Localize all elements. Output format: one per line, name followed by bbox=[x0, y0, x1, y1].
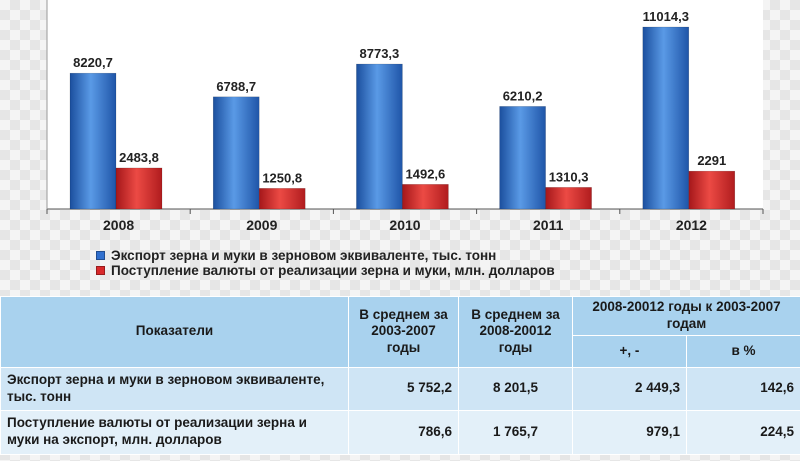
bar-value-label: 2291 bbox=[697, 153, 726, 168]
bar-export bbox=[356, 63, 403, 210]
legend-label-currency: Поступление валюты от реализации зерна и… bbox=[111, 263, 555, 278]
row-label: Поступление валюты от реализации зерна и… bbox=[0, 409, 349, 455]
category-label: 2011 bbox=[533, 217, 564, 233]
bar-currency bbox=[115, 167, 163, 210]
legend-label-export: Экспорт зерна и муки в зерновом эквивале… bbox=[111, 248, 497, 263]
header-pct: в % bbox=[685, 334, 800, 368]
bar-value-label: 11014,3 bbox=[643, 9, 689, 24]
summary-table: Показатели В среднем за 2003-2007 годы В… bbox=[0, 296, 800, 455]
bar-value-label: 8220,7 bbox=[73, 55, 113, 70]
header-comparison: 2008-20012 годы к 2003-2007 годам bbox=[571, 296, 800, 336]
category-label: 2012 bbox=[676, 217, 707, 233]
legend-item-export: Экспорт зерна и муки в зерновом эквивале… bbox=[96, 248, 496, 263]
bar-currency bbox=[402, 184, 449, 210]
table-row: Поступление валюты от реализации зерна и… bbox=[0, 409, 800, 455]
cell-avg-2008-2012: 1 765,7 bbox=[458, 409, 573, 455]
header-indicators: Показатели bbox=[0, 296, 349, 368]
cell-pct: 224,5 bbox=[685, 409, 800, 455]
category-label: 2009 bbox=[246, 217, 277, 233]
bar-currency bbox=[688, 170, 736, 210]
bar-currency bbox=[258, 188, 306, 210]
cell-avg-2003-2007: 786,6 bbox=[348, 409, 459, 455]
header-avg-2003-2007: В среднем за 2003-2007 годы bbox=[348, 296, 459, 368]
bar-value-label: 1250,8 bbox=[262, 170, 302, 185]
bar-value-label: 1310,3 bbox=[549, 169, 589, 184]
row-label: Экспорт зерна и муки в зерновом эквивале… bbox=[0, 366, 349, 411]
bar-value-label: 6788,7 bbox=[216, 79, 256, 94]
bar-value-label: 2483,8 bbox=[119, 150, 159, 165]
bar-export bbox=[499, 106, 546, 210]
header-avg-2008-2012: В среднем за 2008-20012 годы bbox=[458, 296, 573, 368]
bar-currency bbox=[545, 187, 592, 210]
bar-chart: 8220,7 2483,8 6788,7 1250,8 8773,3 1492,6 6210… bbox=[46, 0, 764, 233]
cell-diff: 979,1 bbox=[572, 409, 687, 455]
category-label: 2008 bbox=[103, 217, 134, 233]
legend-swatch-blue bbox=[96, 251, 105, 260]
bar-value-label: 1492,6 bbox=[406, 166, 446, 181]
bar-value-label: 8773,3 bbox=[360, 46, 400, 61]
table-row: Экспорт зерна и муки в зерновом эквивале… bbox=[0, 366, 800, 411]
legend-swatch-red bbox=[96, 266, 105, 275]
bar-export bbox=[212, 96, 260, 210]
bar-export bbox=[642, 26, 690, 210]
cell-avg-2003-2007: 5 752,2 bbox=[348, 366, 459, 411]
cell-pct: 142,6 bbox=[685, 366, 800, 411]
cell-avg-2008-2012: 8 201,5 bbox=[458, 366, 573, 411]
cell-diff: 2 449,3 bbox=[572, 366, 687, 411]
category-label: 2010 bbox=[389, 217, 420, 233]
bar-export bbox=[69, 72, 117, 210]
bar-value-label: 6210,2 bbox=[503, 88, 543, 103]
header-diff: +, - bbox=[572, 334, 687, 368]
legend-item-currency: Поступление валюты от реализации зерна и… bbox=[96, 263, 555, 278]
